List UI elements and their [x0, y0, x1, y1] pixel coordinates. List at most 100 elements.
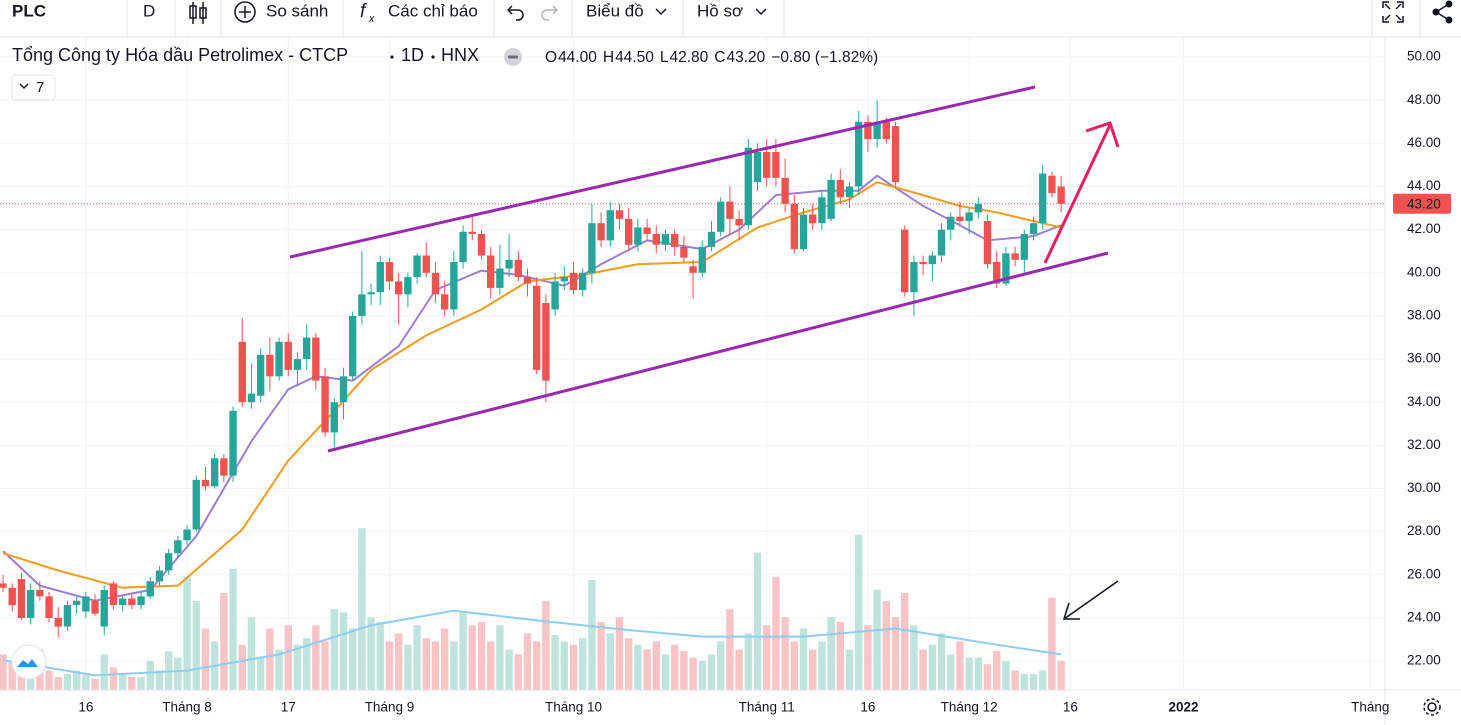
volume-bar — [440, 628, 449, 690]
candle-body — [744, 147, 752, 226]
volume-bar — [781, 617, 789, 690]
volume-bar — [312, 625, 320, 690]
indicator-count[interactable]: 7 — [36, 79, 44, 96]
channel-upper — [289, 85, 1036, 259]
volume-bar — [652, 641, 660, 690]
candle-body — [542, 302, 550, 381]
ma-line — [2, 609, 1062, 677]
candle-body — [8, 587, 16, 606]
interval-button[interactable]: D — [143, 1, 155, 20]
candle-body — [505, 259, 513, 269]
legend: Tổng Công ty Hóa dầu Petrolimex - CTCP 1… — [11, 45, 878, 101]
legend-value: 42.80 — [669, 49, 708, 66]
chart-type-icon[interactable] — [189, 2, 207, 24]
chart-menu[interactable]: Biểu đồ — [586, 1, 644, 20]
candle-body — [689, 266, 697, 273]
candle-body — [579, 272, 587, 291]
candle-body — [965, 212, 973, 222]
volume-bar — [661, 654, 670, 690]
candle-body — [873, 121, 881, 140]
volume-bar — [671, 644, 679, 690]
candle-body — [1011, 253, 1019, 260]
candle-body — [855, 121, 863, 187]
candle-body — [36, 589, 44, 597]
indicator-toggle[interactable] — [11, 74, 56, 101]
candle-body — [569, 272, 578, 291]
candle-body — [284, 341, 292, 370]
candle-body — [330, 402, 338, 433]
candle-body — [155, 570, 164, 582]
candle-body — [588, 223, 596, 273]
volume-bar — [809, 649, 817, 690]
volume-bar — [983, 664, 992, 690]
y-tick-label: 26.00 — [1407, 566, 1441, 581]
candle-layer — [0, 100, 1065, 638]
candle-body — [910, 262, 918, 293]
candle-body — [1002, 253, 1010, 284]
x-tick-label: 16 — [1063, 700, 1078, 715]
volume-bar — [1048, 597, 1056, 690]
candle-body — [0, 583, 7, 588]
fx-icon[interactable]: f — [360, 1, 367, 22]
volume-bar — [385, 641, 394, 690]
candle-body — [1029, 223, 1038, 234]
undo-icon[interactable] — [506, 5, 524, 21]
share-icon[interactable] — [1432, 0, 1453, 24]
volume-bar — [790, 641, 798, 690]
volume-bar — [137, 677, 145, 690]
candle-body — [302, 337, 311, 360]
candle-body — [118, 598, 127, 606]
candle-body — [993, 262, 1001, 284]
redo-icon[interactable] — [541, 5, 559, 21]
legend-value: 43.20 — [726, 49, 765, 66]
candle-body — [533, 285, 541, 370]
volume-bar — [155, 670, 164, 690]
volume-bar — [238, 644, 246, 690]
volume-bar — [468, 625, 476, 690]
candle-body — [376, 262, 384, 293]
compare-button[interactable]: So sánh — [266, 1, 328, 20]
symbol[interactable]: PLC — [12, 1, 46, 20]
candle-body — [339, 376, 348, 403]
volume-bar — [72, 670, 81, 690]
last-price-tag — [1393, 193, 1451, 214]
axes: 22.00 24.00 26.00 28.00 30.00 32.00 34.00 36.00… — [78, 49, 1451, 715]
y-tick-label: 22.00 — [1407, 653, 1441, 668]
compare-icon[interactable] — [234, 1, 256, 23]
volume-bar — [836, 622, 844, 690]
volume-bar — [275, 649, 283, 690]
profile-menu[interactable]: Hồ sơ — [697, 1, 743, 20]
fullscreen-icon[interactable] — [1382, 1, 1404, 23]
volume-bar — [735, 649, 743, 690]
y-tick-label: 36.00 — [1407, 351, 1441, 366]
candle-body — [652, 233, 660, 245]
volume-bar — [229, 568, 237, 690]
volume-bar — [533, 641, 541, 690]
volume-bar — [367, 617, 375, 690]
channel-lower — [327, 251, 1109, 453]
black-arrow — [1063, 580, 1119, 620]
candle-body — [661, 233, 670, 245]
volume-bar — [1029, 673, 1038, 690]
volume-bar — [625, 638, 633, 690]
candle-body — [901, 229, 909, 293]
volume-bar — [928, 644, 936, 690]
volume-bar — [404, 644, 412, 690]
candle-body — [146, 581, 154, 597]
volume-bar — [8, 660, 16, 690]
fx-icon-x[interactable]: x — [368, 13, 375, 25]
volume-bar — [1057, 660, 1065, 690]
candle-body — [523, 277, 532, 284]
volume-bar — [477, 622, 486, 690]
volume-bar — [82, 675, 90, 690]
candle-body — [100, 589, 108, 627]
candle-body — [486, 255, 495, 288]
volume-bar — [606, 633, 614, 690]
candle-body — [634, 227, 642, 245]
settings-icon[interactable] — [1423, 698, 1441, 716]
candle-body — [91, 600, 99, 614]
candle-body — [312, 337, 320, 381]
volume-bar — [394, 633, 403, 690]
indicators-button[interactable]: Các chỉ báo — [388, 1, 478, 20]
volume-bar — [256, 657, 265, 690]
